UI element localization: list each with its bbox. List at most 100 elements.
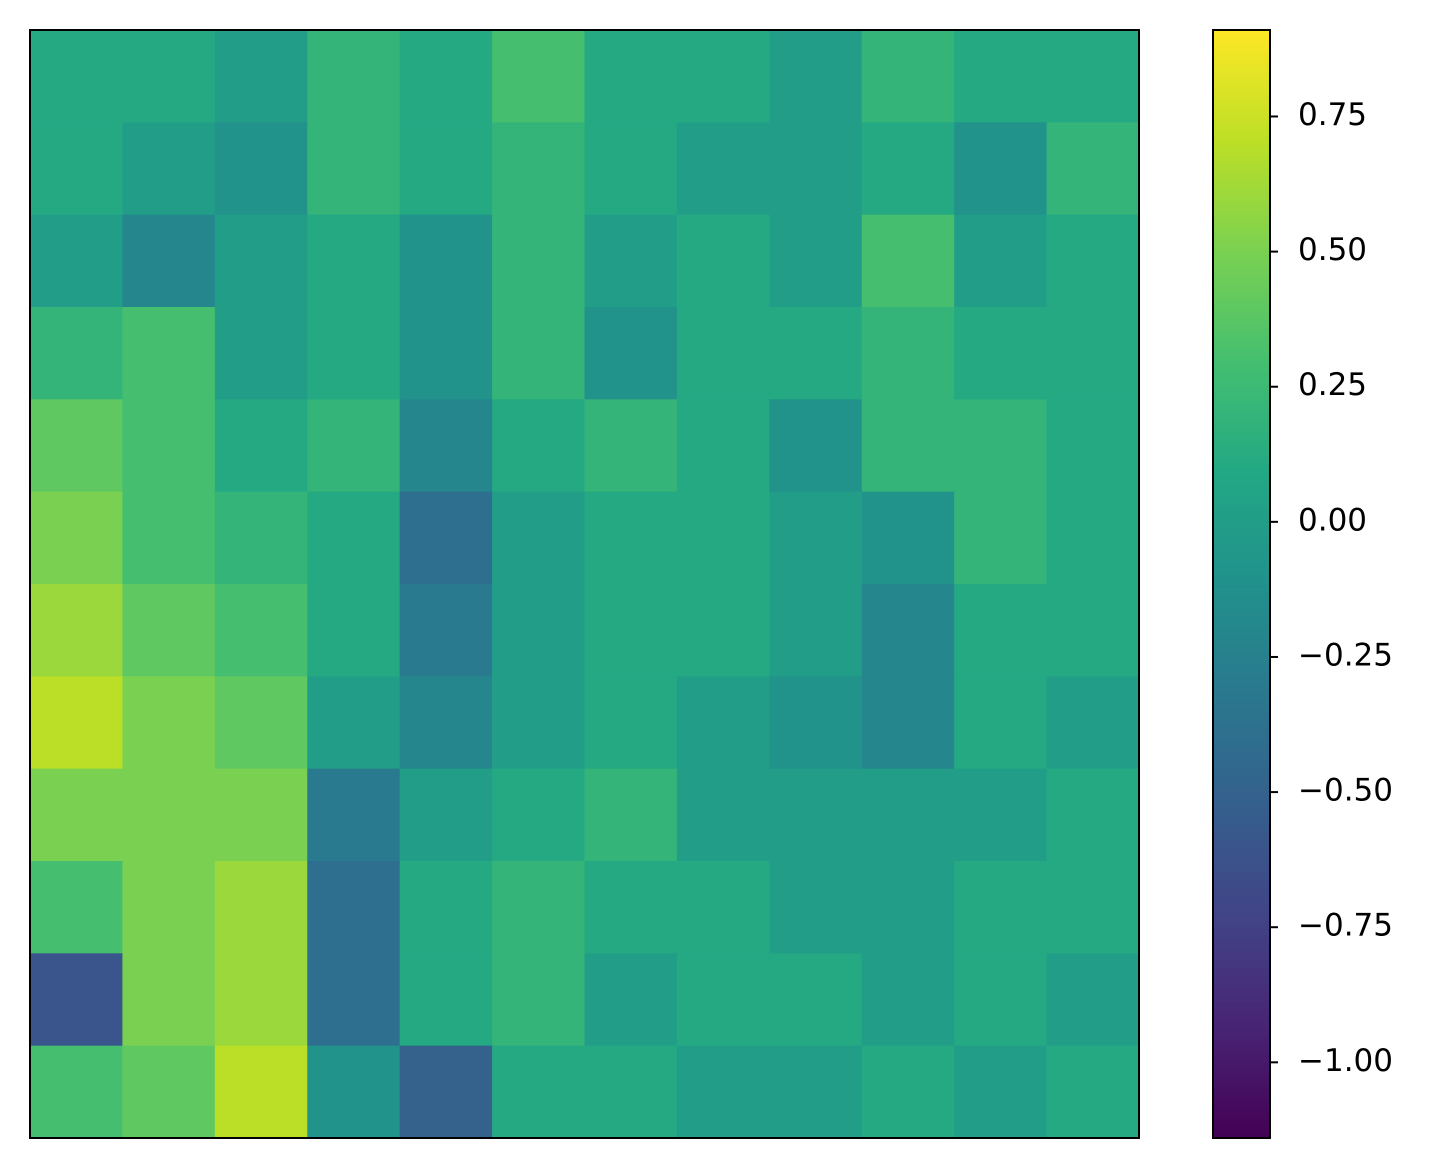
heat-cell (676, 491, 770, 585)
heat-cell (399, 1045, 493, 1139)
heat-cell (1046, 676, 1140, 770)
heat-cell (122, 861, 216, 954)
heat-cell (122, 30, 216, 123)
heat-cell (676, 399, 770, 493)
heat-cell (492, 953, 585, 1047)
heat-cell (30, 584, 123, 677)
heat-cell (122, 399, 216, 493)
colorbar (1212, 29, 1271, 1139)
heat-cell (676, 584, 770, 677)
heat-cell (954, 768, 1048, 862)
heat-cell (214, 953, 308, 1047)
heat-cell (307, 676, 401, 770)
heat-cell (1046, 953, 1140, 1047)
heat-cell (214, 214, 308, 308)
heat-cell (769, 30, 863, 123)
heat-cell (861, 399, 955, 493)
heat-cell (307, 399, 401, 493)
heat-cell (307, 1045, 401, 1139)
heat-cell (492, 676, 585, 770)
heat-cell (30, 214, 123, 308)
heat-cell (30, 676, 123, 770)
heat-cell (769, 214, 863, 308)
heat-cell (954, 307, 1048, 400)
heat-cell (676, 214, 770, 308)
heat-cell (769, 861, 863, 954)
heat-cell (676, 768, 770, 862)
heat-cell (122, 491, 216, 585)
heat-cell (769, 953, 863, 1047)
heat-cell (861, 30, 955, 123)
heat-cell (399, 861, 493, 954)
colorbar-tick-label: −0.75 (1298, 908, 1393, 944)
heat-cell (122, 768, 216, 862)
heat-cell (954, 491, 1048, 585)
heat-cell (1046, 122, 1140, 216)
heat-cell (122, 584, 216, 677)
heat-cell (861, 676, 955, 770)
heat-cell (676, 676, 770, 770)
heat-cell (30, 768, 123, 862)
heat-cell (861, 953, 955, 1047)
plot-frame (29, 29, 1140, 1139)
heat-cell (676, 953, 770, 1047)
heatmap (30, 30, 1140, 1139)
heat-cell (584, 122, 678, 216)
heat-cell (30, 30, 123, 123)
heat-cell (307, 584, 401, 677)
heat-cell (861, 584, 955, 677)
heat-cell (30, 953, 123, 1047)
heat-cell (214, 122, 308, 216)
heat-cell (769, 307, 863, 400)
heat-cell (954, 1045, 1048, 1139)
heat-cell (1046, 1045, 1140, 1139)
heat-cell (676, 122, 770, 216)
colorbar-tick-label: 0.75 (1298, 97, 1367, 133)
heat-cell (30, 307, 123, 400)
heat-cell (1046, 307, 1140, 400)
heat-cell (492, 399, 585, 493)
heat-cell (307, 768, 401, 862)
heat-cell (769, 491, 863, 585)
heat-cell (861, 1045, 955, 1139)
heat-cell (492, 307, 585, 400)
heat-cell (954, 676, 1048, 770)
heat-cell (214, 30, 308, 123)
heat-cell (122, 307, 216, 400)
heat-cell (399, 122, 493, 216)
heat-cell (399, 30, 493, 123)
heat-cell (954, 861, 1048, 954)
heat-cell (1046, 491, 1140, 585)
heat-cell (307, 122, 401, 216)
heat-cell (492, 768, 585, 862)
heat-cell (954, 214, 1048, 308)
heat-cell (399, 399, 493, 493)
heat-cell (399, 307, 493, 400)
heat-cell (214, 768, 308, 862)
heat-cell (584, 307, 678, 400)
heat-cell (492, 30, 585, 123)
heat-cell (214, 491, 308, 585)
heat-cell (584, 30, 678, 123)
heat-cell (307, 861, 401, 954)
heat-cell (214, 676, 308, 770)
colorbar-tick-label: −1.00 (1298, 1043, 1393, 1079)
heat-cell (307, 491, 401, 585)
heat-cell (122, 953, 216, 1047)
heat-cell (584, 768, 678, 862)
heat-cell (399, 768, 493, 862)
heat-cell (307, 953, 401, 1047)
heat-cell (676, 30, 770, 123)
heat-cell (1046, 584, 1140, 677)
heat-cell (307, 214, 401, 308)
heat-cell (954, 584, 1048, 677)
heat-cell (30, 1045, 123, 1139)
heat-cell (769, 768, 863, 862)
heat-cell (584, 953, 678, 1047)
heat-cell (30, 491, 123, 585)
heat-cell (214, 1045, 308, 1139)
heat-cell (769, 584, 863, 677)
heat-cell (214, 399, 308, 493)
heat-cell (307, 307, 401, 400)
